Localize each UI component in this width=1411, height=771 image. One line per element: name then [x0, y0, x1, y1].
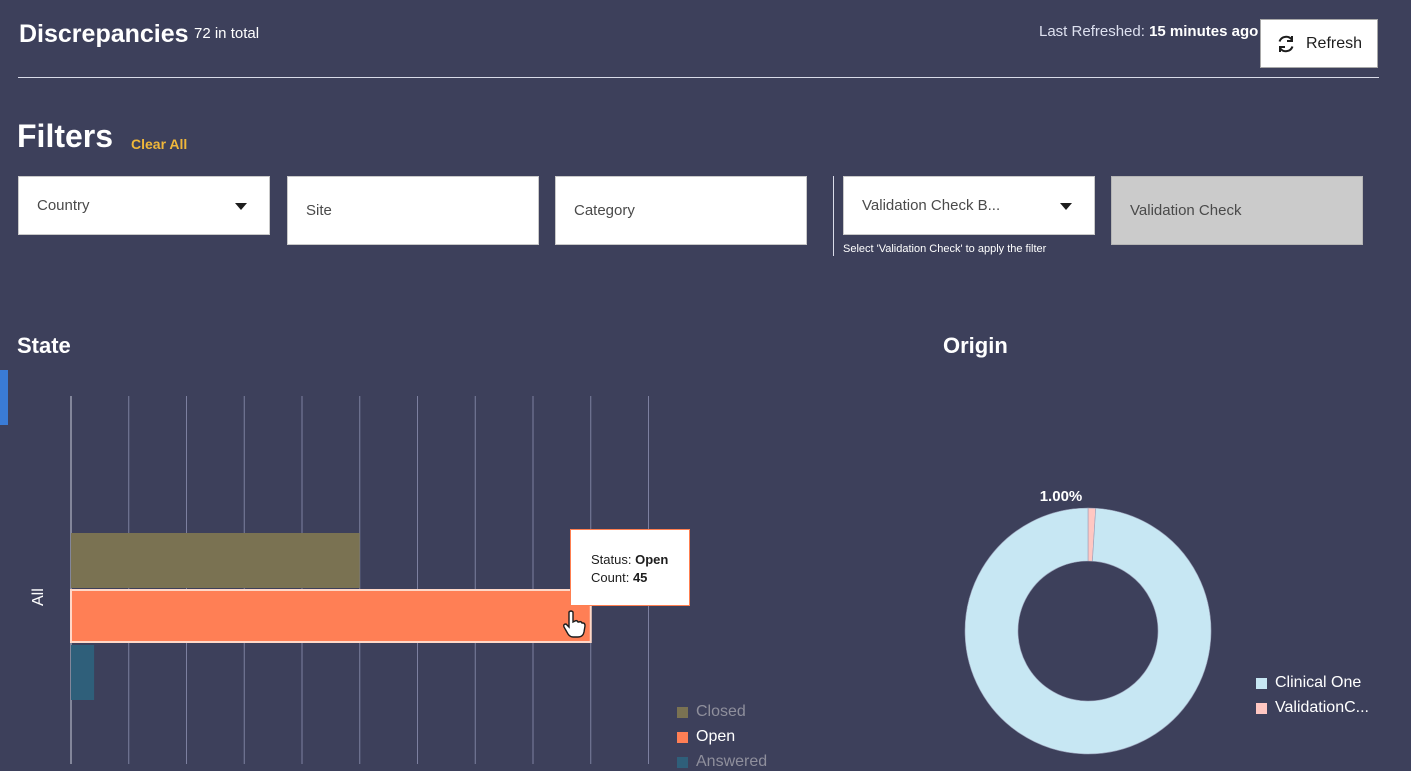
category-field[interactable]: Category [555, 176, 807, 245]
tooltip-count-label: Count: [591, 570, 630, 585]
state-category-label: All [30, 588, 47, 606]
header-divider [18, 77, 1379, 78]
page-title: Discrepancies [19, 20, 189, 48]
legend-label-open: Open [696, 728, 736, 745]
bar-open [70, 589, 592, 643]
chevron-down-icon [1060, 202, 1072, 210]
filters-title: Filters [17, 118, 114, 154]
total-count: 72 in total [194, 25, 260, 42]
last-refreshed-value: 15 minutes ago [1149, 23, 1259, 40]
country-label: Country [37, 197, 90, 214]
bar-answered [71, 645, 95, 700]
legend-item-closed[interactable]: Closed [677, 703, 746, 721]
legend-swatch-clinical-one [1256, 677, 1267, 689]
refresh-button[interactable]: Refresh [1260, 19, 1378, 68]
bar-closed [71, 533, 360, 588]
state-chart-title: State [17, 333, 71, 358]
tooltip-status-label: Status: [591, 552, 632, 567]
hand-cursor-icon [563, 610, 586, 638]
legend-item-validationc[interactable]: ValidationC... [1256, 699, 1369, 717]
category-label: Category [574, 202, 635, 219]
last-refreshed: Last Refreshed: 15 minutes ago [1039, 23, 1258, 40]
origin-chart-title: Origin [943, 333, 1008, 358]
state-chart [70, 396, 649, 764]
legend-swatch-closed [677, 706, 688, 718]
validation-check-field[interactable]: Validation Check [1111, 176, 1363, 245]
validation-check-label: Validation Check [1130, 202, 1242, 219]
last-refreshed-label: Last Refreshed: [1039, 23, 1145, 40]
site-label: Site [306, 202, 332, 219]
slice-clinical-one [964, 507, 1212, 755]
chevron-down-icon [235, 202, 247, 210]
refresh-icon [1278, 35, 1294, 52]
clear-all-link[interactable]: Clear All [131, 136, 188, 152]
legend-item-clinical-one[interactable]: Clinical One [1256, 674, 1361, 692]
validation-check-by-label: Validation Check B... [862, 197, 1001, 214]
legend-item-answered[interactable]: Answered [677, 753, 767, 771]
refresh-label: Refresh [1305, 34, 1363, 52]
side-panel-toggle[interactable] [0, 370, 8, 425]
tooltip-status-value: Open [635, 552, 669, 567]
origin-chart: 1.00% [964, 488, 1212, 755]
tooltip-count-value: 45 [632, 570, 648, 585]
legend-item-open[interactable]: Open [677, 728, 735, 746]
validation-check-by-dropdown[interactable]: Validation Check B... [843, 176, 1095, 235]
tooltip-count: Count: 45 [591, 569, 689, 587]
legend-swatch-validationc [1256, 702, 1267, 714]
legend-label-clinical-one: Clinical One [1275, 674, 1362, 691]
filter-divider [833, 176, 834, 256]
legend-swatch-answered [677, 756, 688, 768]
legend-label-validationc: ValidationC... [1275, 699, 1369, 716]
tooltip-status: Status: Open [591, 551, 689, 569]
country-dropdown[interactable]: Country [18, 176, 270, 235]
legend-label-closed: Closed [696, 703, 746, 720]
slice-data-label: 1.00% [1040, 488, 1083, 505]
chart-tooltip: Status: Open Count: 45 [570, 529, 690, 606]
legend-swatch-open [677, 731, 688, 743]
validation-check-hint: Select 'Validation Check' to apply the f… [843, 243, 1047, 255]
site-field[interactable]: Site [287, 176, 539, 245]
legend-label-answered: Answered [696, 753, 768, 770]
